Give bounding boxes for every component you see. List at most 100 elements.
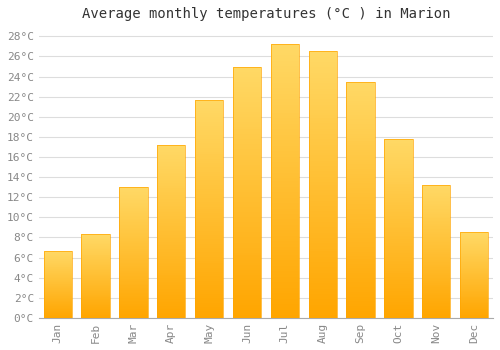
Bar [233,200,261,202]
Bar [233,247,261,250]
Bar [346,292,375,294]
Bar [308,68,337,70]
Bar [346,235,375,238]
Bar [270,225,299,228]
Bar [233,162,261,164]
Bar [233,298,261,300]
Bar [233,134,261,137]
Bar [233,293,261,295]
Bar [308,89,337,91]
Bar [270,44,299,318]
Bar [308,107,337,110]
Bar [195,141,224,144]
Bar [270,165,299,168]
Bar [270,266,299,269]
Bar [308,150,337,153]
Bar [270,113,299,116]
Bar [157,216,186,218]
Bar [460,310,488,311]
Bar [82,277,110,278]
Bar [346,143,375,145]
Bar [82,284,110,285]
Bar [422,310,450,311]
Bar [119,305,148,306]
Bar [308,238,337,241]
Bar [157,188,186,190]
Bar [119,255,148,257]
Bar [44,283,72,284]
Bar [270,140,299,143]
Bar [270,102,299,105]
Bar [44,265,72,266]
Bar [460,280,488,281]
Bar [119,297,148,298]
Bar [157,207,186,209]
Bar [233,283,261,285]
Bar [270,72,299,75]
Bar [44,295,72,296]
Bar [233,99,261,102]
Bar [119,187,148,189]
Bar [308,131,337,134]
Bar [119,189,148,190]
Bar [346,174,375,176]
Bar [233,243,261,245]
Bar [44,275,72,276]
Bar [157,271,186,273]
Bar [82,276,110,277]
Bar [44,312,72,313]
Bar [157,230,186,231]
Bar [157,180,186,181]
Bar [346,124,375,126]
Bar [157,200,186,202]
Bar [308,78,337,81]
Bar [422,269,450,270]
Bar [157,276,186,278]
Bar [119,239,148,241]
Bar [346,136,375,138]
Bar [460,270,488,271]
Bar [346,299,375,301]
Bar [44,316,72,317]
Bar [422,233,450,234]
Bar [308,235,337,238]
Bar [422,198,450,200]
Bar [384,168,412,169]
Bar [270,173,299,176]
Bar [346,226,375,228]
Bar [384,180,412,182]
Bar [82,240,110,241]
Bar [384,139,412,141]
Bar [308,273,337,275]
Bar [44,260,72,261]
Bar [460,246,488,247]
Bar [346,228,375,231]
Bar [422,240,450,241]
Bar [195,152,224,154]
Bar [82,259,110,260]
Bar [195,298,224,301]
Bar [460,265,488,266]
Bar [308,209,337,211]
Bar [308,185,337,187]
Bar [82,239,110,240]
Bar [195,283,224,285]
Bar [157,240,186,242]
Bar [157,306,186,308]
Bar [119,293,148,294]
Bar [422,228,450,229]
Bar [157,198,186,200]
Bar [119,207,148,208]
Bar [233,119,261,122]
Bar [195,113,224,115]
Bar [384,289,412,291]
Bar [346,138,375,141]
Bar [157,192,186,194]
Bar [308,62,337,65]
Bar [460,293,488,294]
Bar [270,304,299,307]
Bar [384,186,412,187]
Bar [195,167,224,169]
Bar [82,281,110,282]
Bar [44,292,72,293]
